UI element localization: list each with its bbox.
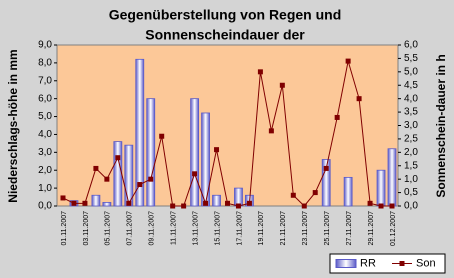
x-tick-label: 21.11.2007	[280, 211, 287, 246]
x-tick-label: 29.11.2007	[368, 211, 375, 246]
y-tick-label: 5,0	[38, 111, 52, 122]
marker	[334, 114, 340, 120]
y-tick-label: 7,0	[38, 75, 52, 86]
marker	[181, 203, 187, 209]
marker	[356, 96, 362, 102]
bar	[201, 112, 210, 207]
x-tick-label: 07.11.2007	[127, 211, 134, 246]
marker	[323, 165, 329, 171]
marker	[137, 182, 143, 188]
y2-tick-label: 5,0	[404, 66, 418, 77]
x-tick-label: 01.11.2007	[61, 211, 68, 246]
marker	[104, 176, 110, 182]
y-tick-label: 3,0	[38, 147, 52, 158]
marker	[126, 200, 132, 206]
x-tick-label: 17.11.2007	[236, 211, 243, 246]
marker	[60, 195, 66, 201]
y-tick-label: 0,0	[38, 201, 52, 212]
y2-tick-label: 1,0	[404, 174, 418, 185]
marker	[257, 69, 263, 75]
bar	[234, 187, 243, 207]
bar	[190, 98, 200, 207]
y2-tick-label: 0,5	[404, 187, 418, 198]
marker	[115, 155, 121, 161]
x-tick-label: 15.11.2007	[214, 211, 221, 246]
marker	[367, 200, 373, 206]
x-tick-label: 01.12.2007	[390, 211, 397, 246]
bar	[91, 194, 101, 207]
x-tick-label: 09.11.2007	[149, 211, 156, 246]
marker	[279, 82, 285, 88]
x-tick-label: 25.11.2007	[324, 211, 331, 246]
bar	[102, 202, 112, 207]
chart-title: Sonnenscheindauer der	[145, 27, 305, 43]
marker	[148, 176, 154, 182]
y2-tick-label: 0,0	[404, 201, 418, 212]
marker	[214, 147, 220, 153]
y-tick-label: 4,0	[38, 129, 52, 140]
marker	[345, 58, 351, 64]
y2-tick-label: 5,5	[404, 53, 418, 64]
legend-swatch	[335, 259, 357, 268]
x-tick-label: 11.11.2007	[171, 211, 178, 245]
marker	[82, 200, 88, 206]
y2-tick-label: 2,5	[404, 134, 418, 145]
marker	[71, 200, 77, 206]
y2-tick-label: 3,5	[404, 107, 418, 118]
marker	[389, 203, 395, 209]
bar	[146, 98, 156, 207]
y2-tick-label: 3,0	[404, 120, 418, 131]
y-tick-label: 8,0	[38, 58, 52, 69]
marker	[268, 128, 274, 134]
x-tick-label: 13.11.2007	[192, 211, 199, 246]
legend-label: RR	[360, 257, 376, 269]
y2-tick-label: 2,0	[404, 147, 418, 158]
bar	[135, 58, 145, 207]
x-tick-label: 03.11.2007	[83, 211, 90, 246]
marker	[170, 203, 176, 209]
legend-box	[329, 253, 446, 274]
y2-tick-label: 6,0	[404, 40, 418, 51]
y2-axis-label: Sonnenschein-dauer in h	[434, 54, 448, 197]
marker	[235, 203, 241, 209]
y-tick-label: 1,0	[38, 183, 52, 194]
x-tick-label: 23.11.2007	[302, 211, 309, 246]
y-tick-label: 9,0	[38, 40, 52, 51]
legend-label: Son	[416, 257, 436, 269]
bar	[343, 176, 353, 207]
marker	[225, 200, 230, 206]
y-tick-label: 6,0	[38, 93, 52, 104]
bar	[387, 148, 397, 207]
marker	[290, 192, 296, 198]
bar	[113, 141, 123, 207]
marker	[93, 165, 99, 171]
marker	[159, 133, 165, 139]
y-axis-label: Niederschlags-höhe in mm	[6, 49, 20, 202]
marker	[203, 200, 209, 206]
bar	[321, 159, 331, 207]
bar	[124, 144, 134, 207]
legend-swatch	[399, 261, 405, 266]
bar	[212, 194, 221, 207]
y-tick-label: 2,0	[38, 165, 52, 176]
bar	[376, 169, 386, 207]
y2-tick-label: 4,5	[404, 80, 418, 91]
x-tick-label: 27.11.2007	[346, 211, 353, 246]
y2-tick-label: 1,5	[404, 160, 418, 171]
chart-title: Gegenüberstellung von Regen und	[109, 7, 342, 23]
marker	[301, 203, 307, 209]
x-tick-label: 05.11.2007	[105, 211, 112, 246]
x-tick-label: 19.11.2007	[258, 211, 265, 246]
marker	[378, 203, 384, 209]
y2-tick-label: 4,0	[404, 93, 418, 104]
marker	[246, 200, 252, 206]
marker	[312, 190, 318, 196]
marker	[192, 171, 198, 177]
